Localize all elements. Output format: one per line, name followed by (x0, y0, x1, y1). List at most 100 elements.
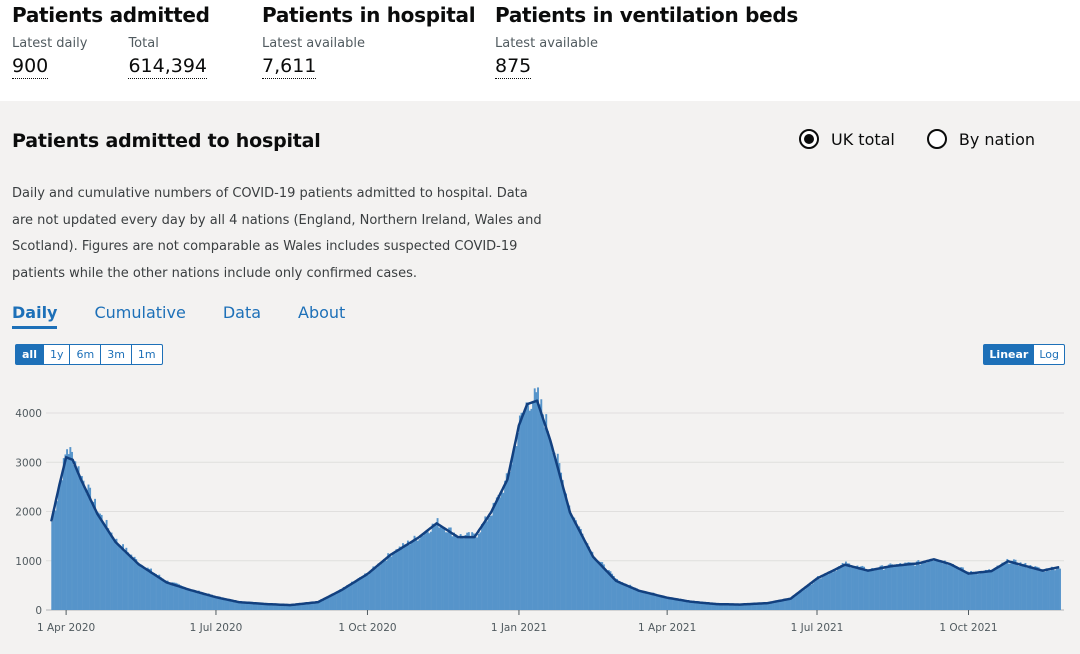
bar (222, 598, 225, 610)
bar (789, 598, 791, 610)
bar (711, 603, 714, 610)
bar (66, 449, 69, 610)
bar (678, 598, 681, 610)
bar (777, 601, 780, 610)
bar (856, 565, 859, 610)
bar (927, 561, 930, 610)
bar (953, 566, 956, 610)
bar (1032, 569, 1035, 610)
daily-admissions-chart[interactable]: 0 1000 2000 3000 4000 1 Apr 2020 1 Jul 2020 1 O… (0, 101, 1080, 654)
radio-by-nation[interactable]: By nation (926, 129, 1035, 149)
bar (835, 571, 838, 610)
bar (571, 517, 574, 610)
range-button-3m[interactable]: 3m (100, 345, 131, 364)
bar (629, 584, 632, 610)
bar (877, 569, 880, 610)
bar (514, 444, 516, 610)
bar (489, 516, 492, 610)
bar (239, 602, 241, 610)
tab-label: Daily (12, 303, 58, 322)
bar (573, 517, 576, 610)
bar (298, 604, 301, 610)
bar (1001, 562, 1004, 610)
bar (349, 585, 352, 610)
bar (486, 521, 488, 610)
range-button-all[interactable]: all (16, 345, 43, 364)
bar (439, 525, 442, 610)
bar (280, 603, 283, 610)
bar (150, 568, 152, 610)
bar (520, 412, 523, 610)
bar (453, 532, 455, 610)
bar (253, 602, 256, 610)
bar (928, 561, 931, 610)
bar (451, 536, 454, 610)
bar (609, 571, 612, 610)
bar (833, 569, 836, 610)
metric-value-in-hospital[interactable]: 7,611 (262, 55, 317, 79)
radio-unchecked-icon[interactable] (926, 129, 947, 149)
bar (113, 541, 116, 610)
bar (206, 594, 208, 610)
bar (767, 602, 770, 610)
bar (879, 565, 882, 610)
bar (471, 532, 474, 610)
bar (937, 560, 940, 610)
metric-label: Latest daily (12, 36, 88, 51)
bar (533, 388, 536, 610)
metric-value-ventilation[interactable]: 875 (495, 55, 532, 79)
radio-uk-total[interactable]: UK total (799, 129, 895, 149)
bar (1021, 565, 1024, 610)
bar (105, 519, 108, 610)
metric-value-total[interactable]: 614,394 (128, 55, 208, 79)
range-button-6m[interactable]: 6m (69, 345, 100, 364)
bar (991, 569, 994, 610)
bar (1054, 570, 1057, 610)
bar (695, 601, 698, 610)
range-button-1y[interactable]: 1y (42, 345, 70, 364)
bar (1037, 567, 1040, 610)
bar (869, 570, 872, 610)
radio-checked-icon[interactable] (799, 129, 819, 149)
scale-button-linear[interactable]: Linear (984, 345, 1034, 364)
tab-data[interactable]: Data (223, 303, 261, 329)
bar (148, 568, 151, 610)
bar (143, 568, 146, 610)
metric-value-latest-daily[interactable]: 900 (12, 55, 49, 79)
bar (108, 532, 111, 610)
bar (988, 569, 991, 610)
tab-daily[interactable]: Daily (12, 303, 58, 329)
bar (810, 584, 813, 610)
bar (1049, 570, 1052, 610)
bar (566, 503, 569, 610)
bar (102, 521, 105, 610)
range-button-1m[interactable]: 1m (130, 345, 162, 364)
bar (555, 458, 558, 610)
bar (968, 574, 971, 610)
bar (364, 573, 367, 610)
bar (611, 573, 614, 610)
summary-title: Patients in ventilation beds (495, 3, 798, 27)
bar (64, 454, 67, 610)
scale-button-log[interactable]: Log (1033, 345, 1064, 364)
bar (326, 596, 329, 610)
bar (902, 565, 905, 610)
bar (398, 546, 401, 610)
bar (235, 601, 238, 610)
bar (621, 582, 623, 610)
summary-title: Patients in hospital (262, 3, 476, 27)
y-tick-label: 3000 (15, 457, 42, 469)
bar (308, 602, 311, 610)
tab-list: Daily Cumulative Data About (12, 303, 382, 329)
tab-cumulative[interactable]: Cumulative (94, 303, 185, 329)
bar (551, 452, 554, 610)
bar (655, 594, 658, 610)
bar (871, 568, 874, 610)
bar (370, 570, 373, 610)
bar (411, 540, 414, 610)
bar (665, 597, 668, 610)
bar (683, 600, 686, 610)
bar (971, 572, 974, 610)
bar (423, 533, 426, 610)
tab-about[interactable]: About (298, 303, 345, 329)
